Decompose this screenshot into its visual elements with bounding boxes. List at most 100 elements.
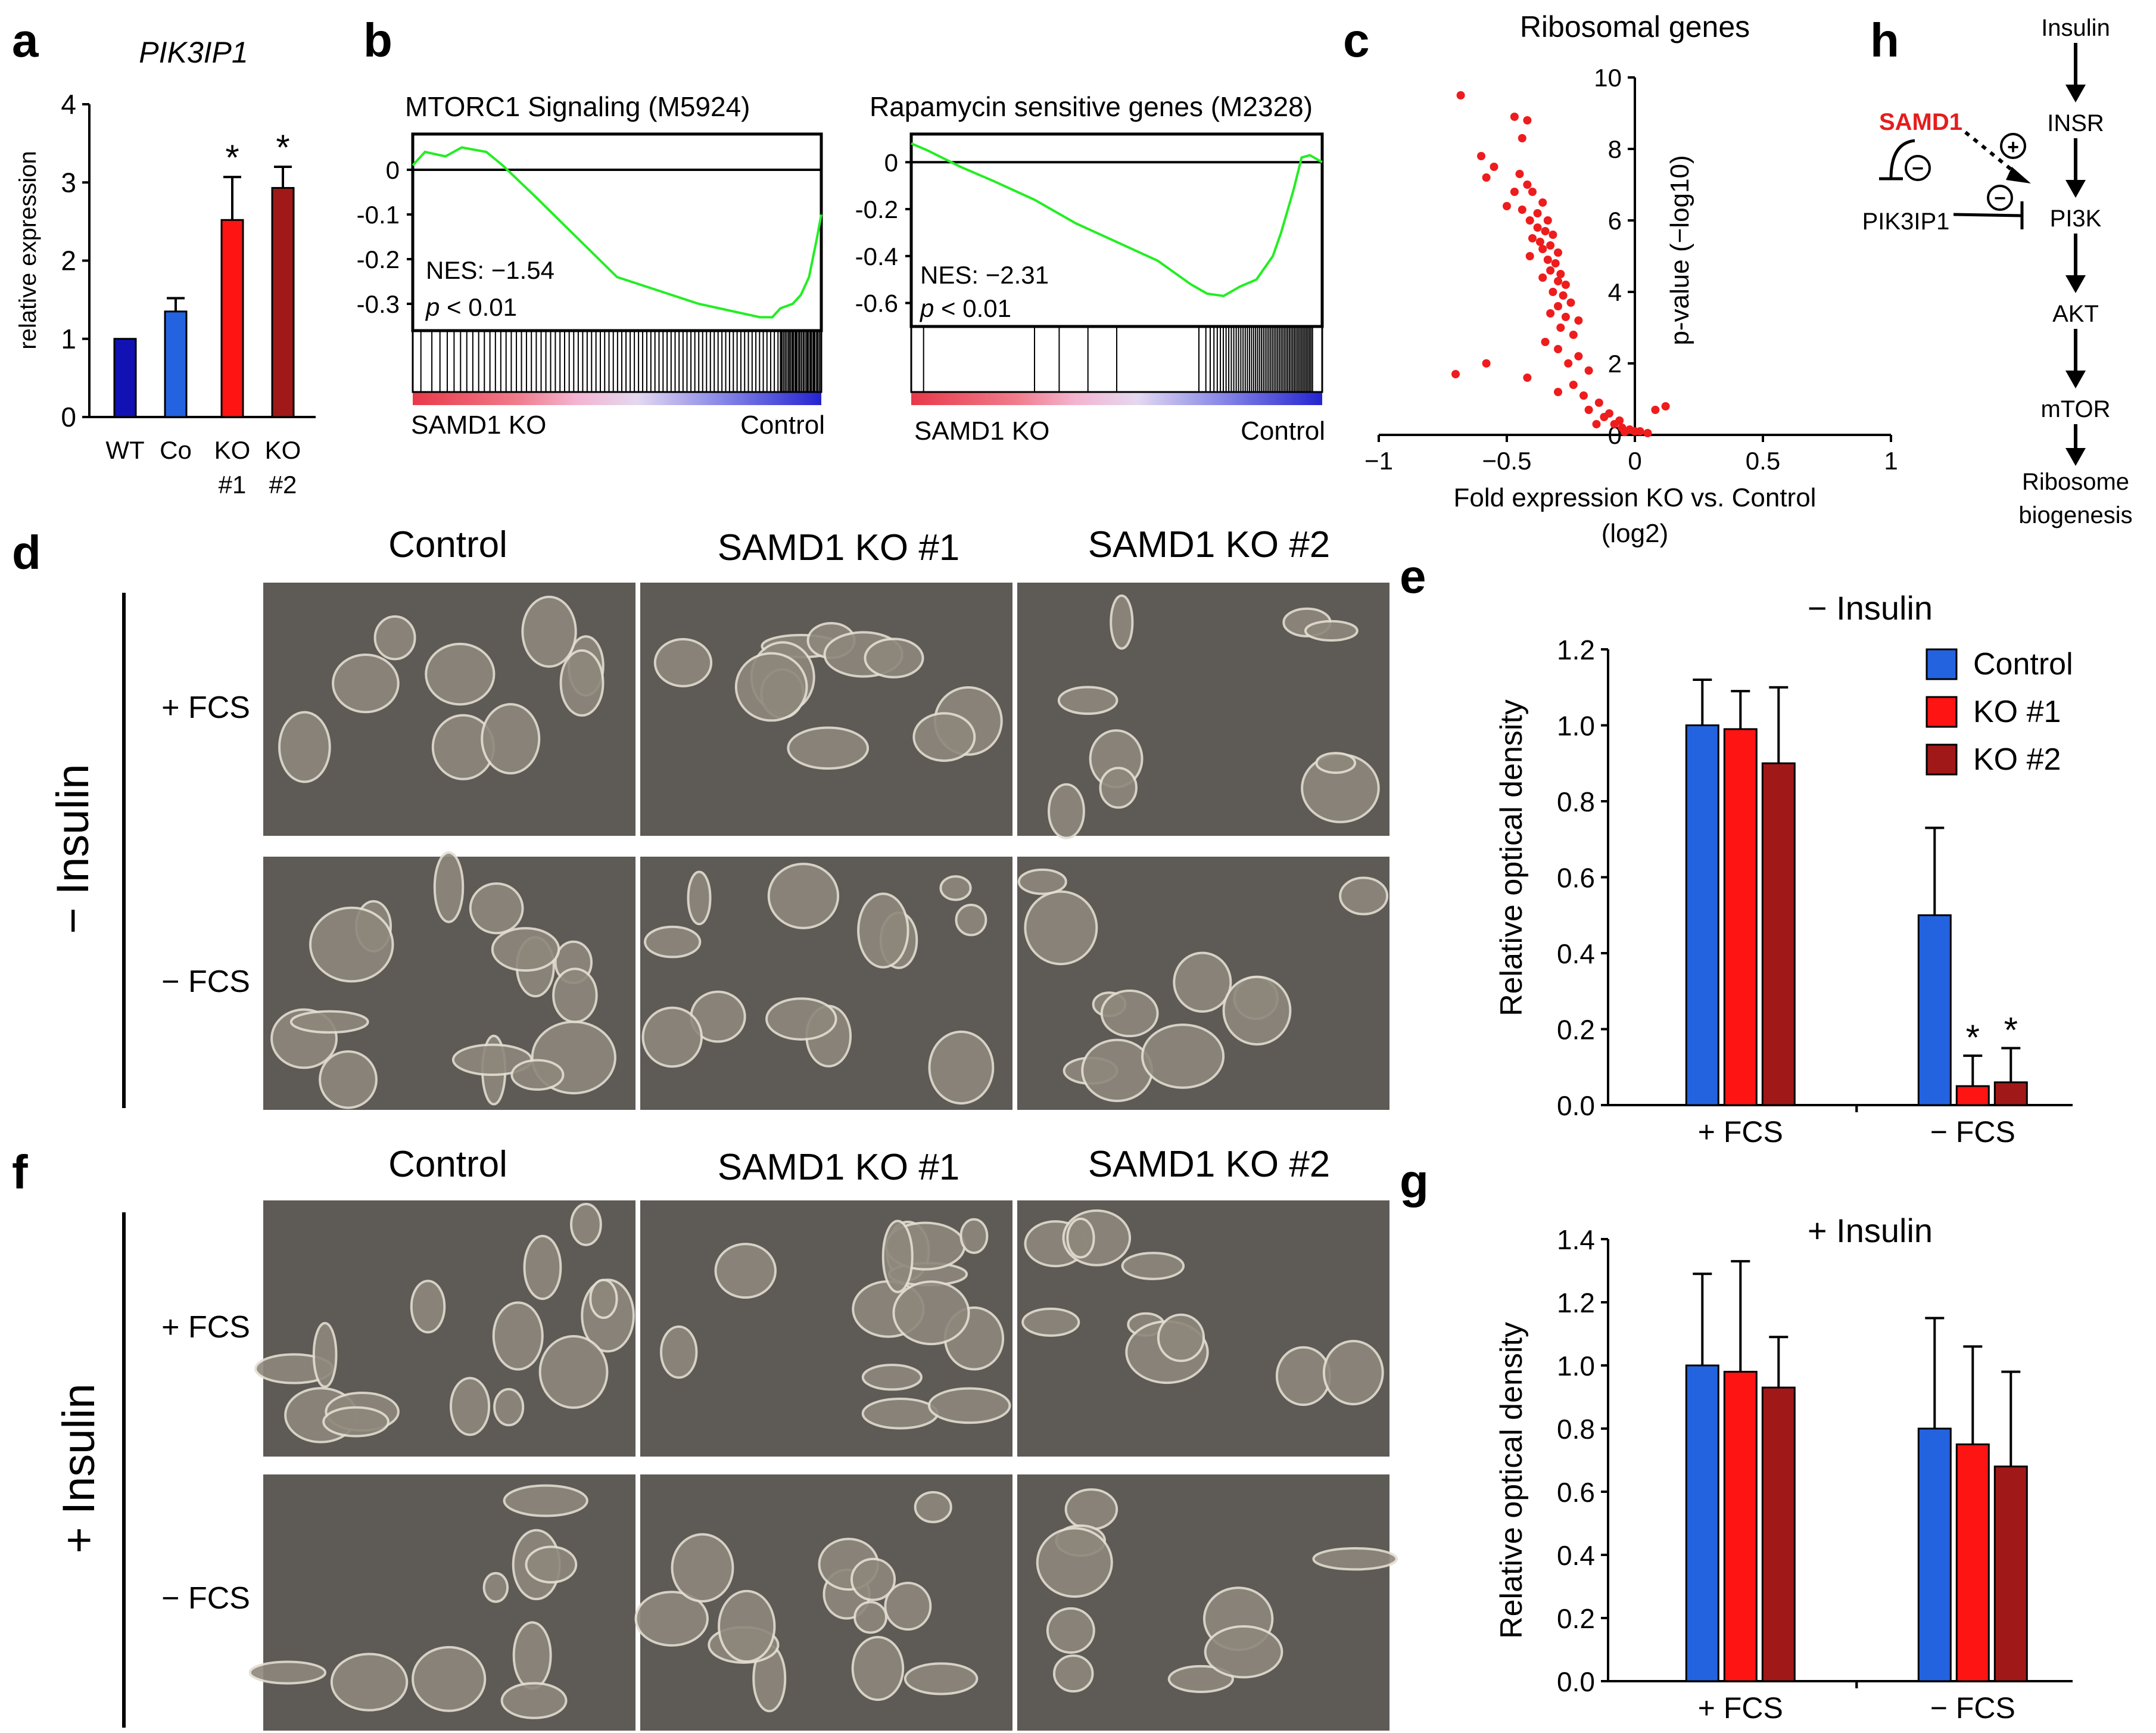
cell-colony (660, 1325, 698, 1379)
data-point (1538, 198, 1547, 207)
data-point (1523, 116, 1532, 125)
data-point (1564, 359, 1573, 368)
pathway-arrow-3 (2065, 234, 2086, 293)
cell-colony (521, 595, 577, 668)
data-point (1510, 188, 1519, 196)
cell-colony (634, 1591, 709, 1647)
y-tick-label: -0.2 (855, 195, 898, 223)
data-point (1620, 428, 1629, 437)
x-tick-label: 1 (1884, 447, 1898, 475)
data-point (1549, 231, 1557, 239)
data-point (1543, 216, 1552, 225)
data-point (1528, 188, 1537, 196)
cell-colony (914, 1491, 952, 1523)
cell-colony (928, 1030, 995, 1105)
data-point (1643, 429, 1652, 437)
legend-label: KO #2 (1973, 742, 2061, 777)
cell-colony (734, 652, 808, 722)
samd1-inhibits-pik3ip1 (1879, 139, 1915, 181)
data-point (1566, 298, 1575, 307)
minus-sign-icon: − (1905, 155, 1931, 181)
cell-colony (1275, 1346, 1332, 1407)
data-point (1525, 252, 1534, 260)
cell-colony (559, 649, 605, 717)
x-tick-label: #1 (219, 471, 247, 499)
cell-colony (491, 927, 560, 972)
panel-g-ylabel: Relative optical density (1494, 1322, 1529, 1639)
data-point (1510, 113, 1519, 121)
cell-colony (1036, 1527, 1113, 1598)
cell-colony (278, 711, 331, 783)
data-point (1538, 245, 1547, 253)
cell-colony (653, 637, 713, 687)
micro-d-row-fcs-minus: − FCS (161, 964, 250, 999)
y-tick-label: 0.0 (1557, 1090, 1595, 1121)
panel-b-gsea-mtorc1: MTORC1 Signaling (M5924) NES: −1.54 p < … (357, 91, 825, 440)
x-tick-label: #2 (269, 471, 297, 499)
cell-colony (481, 703, 541, 775)
cell-colony (589, 1278, 618, 1319)
cell-colony (787, 726, 870, 770)
x-tick-label: − FCS (1930, 1691, 2015, 1725)
micro-f-row-fcs-plus: + FCS (161, 1310, 250, 1345)
cell-colony (850, 1557, 896, 1601)
panel-letter-a: a (12, 14, 39, 67)
cell-colony (469, 882, 524, 935)
gsea2-nes: NES: −2.31 (920, 261, 1049, 289)
cell-colony (1167, 1664, 1234, 1693)
bar (1955, 1443, 1990, 1682)
bar (1685, 1364, 1719, 1682)
gsea1-gradient-left: SAMD1 KO (411, 410, 546, 440)
x-tick-label: + FCS (1698, 1115, 1783, 1149)
panel-e-ylabel: Relative optical density (1494, 699, 1529, 1016)
bar (1723, 1371, 1758, 1682)
cell-colony (861, 1364, 923, 1391)
y-tick-label: 1 (61, 323, 76, 354)
bar (1761, 1386, 1796, 1682)
cell-colony (955, 903, 987, 936)
panel-letter-e: e (1400, 550, 1426, 603)
data-point (1546, 309, 1555, 318)
pathway-mtor: mTOR (2040, 396, 2110, 422)
gsea2-gradient-right: Control (1241, 416, 1325, 446)
legend-swatch (1926, 696, 1958, 728)
y-tick-label: 1.2 (1557, 634, 1595, 665)
panel-letter-c: c (1343, 14, 1370, 67)
panel-letter-g: g (1400, 1155, 1429, 1208)
panel-h-pathway: Insulin INSR PI3K AKT mTOR Ribosome biog… (1862, 15, 2133, 528)
y-tick-label: 0.6 (1557, 863, 1595, 894)
y-tick-label: 0.8 (1557, 786, 1595, 817)
cell-colony (861, 1397, 939, 1430)
cell-colony (1064, 1488, 1118, 1530)
cell-colony (714, 1243, 777, 1299)
panel-e-title: − Insulin (1808, 589, 1933, 627)
cell-colony (1057, 686, 1118, 715)
y-tick-label: 0 (61, 402, 76, 433)
cell-colony (851, 1635, 905, 1701)
x-tick-label: KO (265, 436, 301, 464)
data-point (1538, 273, 1547, 282)
cell-colony (492, 1301, 544, 1371)
cell-colony (1066, 1217, 1095, 1259)
bar (113, 338, 137, 418)
gsea1-pval: p < 0.01 (425, 293, 517, 321)
cell-colony (1173, 951, 1232, 1013)
cell-colony (433, 851, 465, 923)
micro-d-row-fcs-plus: + FCS (161, 690, 250, 725)
cell-colony (1021, 1307, 1080, 1337)
cell-colony (912, 712, 976, 762)
data-point (1528, 234, 1537, 242)
pathway-insr: INSR (2047, 110, 2104, 136)
data-point (1482, 359, 1491, 368)
data-point (1559, 291, 1568, 300)
micro-f-col-ko1: SAMD1 KO #1 (718, 1147, 960, 1188)
volcano-xlabel: Fold expression KO vs. Control (1454, 483, 1817, 512)
cell-colony (892, 1280, 970, 1346)
x-tick-label: Co (160, 436, 192, 464)
y-tick-label: 0.6 (1557, 1477, 1595, 1508)
legend-swatch (1926, 648, 1958, 680)
data-point (1556, 270, 1565, 278)
data-point (1543, 256, 1552, 264)
cell-colony (538, 1334, 609, 1409)
y-tick-label: 3 (61, 167, 76, 198)
